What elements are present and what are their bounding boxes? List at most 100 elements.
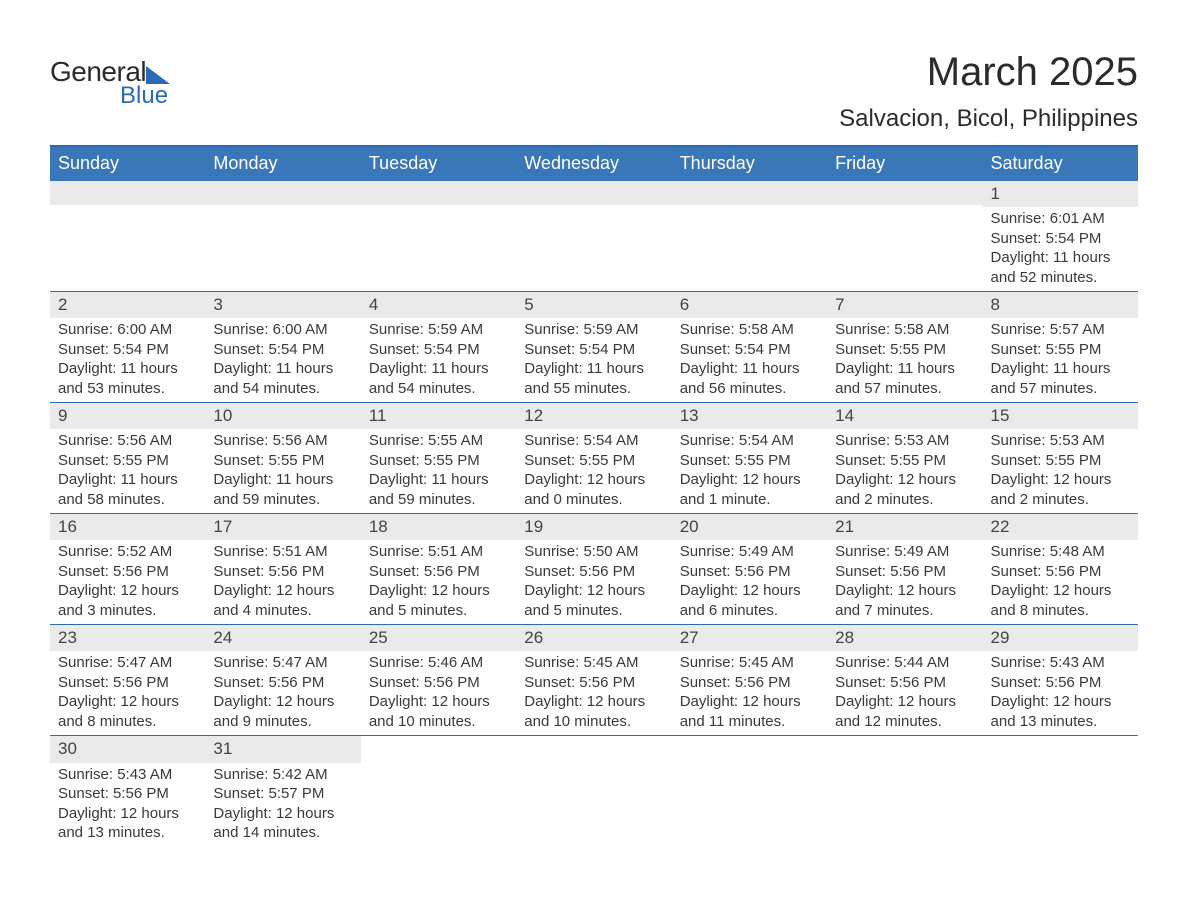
day-number: 21 <box>827 514 982 540</box>
day-sunrise: Sunrise: 5:56 AM <box>58 431 197 451</box>
logo-text-blue: Blue <box>120 82 168 110</box>
day-number: 5 <box>516 292 671 318</box>
weekday-header: Tuesday <box>361 147 516 181</box>
day-daylight1: Daylight: 12 hours <box>991 692 1130 712</box>
day-body: Sunrise: 6:01 AMSunset: 5:54 PMDaylight:… <box>983 207 1138 291</box>
day-sunset: Sunset: 5:56 PM <box>369 673 508 693</box>
day-daylight1: Daylight: 12 hours <box>524 470 663 490</box>
day-daylight2: and 6 minutes. <box>680 601 819 621</box>
day-cell <box>361 181 516 291</box>
day-sunrise: Sunrise: 5:49 AM <box>680 542 819 562</box>
weekday-header: Monday <box>205 147 360 181</box>
day-daylight1: Daylight: 12 hours <box>369 581 508 601</box>
day-number: 1 <box>983 181 1138 207</box>
week-row: 16Sunrise: 5:52 AMSunset: 5:56 PMDayligh… <box>50 514 1138 625</box>
week-row: 9Sunrise: 5:56 AMSunset: 5:55 PMDaylight… <box>50 403 1138 514</box>
day-number <box>50 181 205 205</box>
day-sunset: Sunset: 5:56 PM <box>835 673 974 693</box>
day-number: 27 <box>672 625 827 651</box>
day-sunrise: Sunrise: 5:57 AM <box>991 320 1130 340</box>
day-daylight1: Daylight: 12 hours <box>58 804 197 824</box>
day-cell <box>672 736 827 846</box>
day-number: 22 <box>983 514 1138 540</box>
day-number: 12 <box>516 403 671 429</box>
day-sunrise: Sunrise: 5:58 AM <box>680 320 819 340</box>
day-cell: 22Sunrise: 5:48 AMSunset: 5:56 PMDayligh… <box>983 514 1138 624</box>
weekday-header: Sunday <box>50 147 205 181</box>
day-daylight2: and 5 minutes. <box>369 601 508 621</box>
day-number <box>516 181 671 205</box>
day-body: Sunrise: 5:43 AMSunset: 5:56 PMDaylight:… <box>983 651 1138 735</box>
day-sunset: Sunset: 5:54 PM <box>680 340 819 360</box>
day-sunrise: Sunrise: 5:48 AM <box>991 542 1130 562</box>
day-cell: 2Sunrise: 6:00 AMSunset: 5:54 PMDaylight… <box>50 292 205 402</box>
day-sunset: Sunset: 5:55 PM <box>524 451 663 471</box>
day-cell <box>827 736 982 846</box>
day-number: 25 <box>361 625 516 651</box>
day-sunrise: Sunrise: 5:54 AM <box>524 431 663 451</box>
day-cell: 11Sunrise: 5:55 AMSunset: 5:55 PMDayligh… <box>361 403 516 513</box>
day-sunrise: Sunrise: 5:43 AM <box>58 765 197 785</box>
day-sunrise: Sunrise: 5:42 AM <box>213 765 352 785</box>
day-body: Sunrise: 5:47 AMSunset: 5:56 PMDaylight:… <box>50 651 205 735</box>
day-body: Sunrise: 5:51 AMSunset: 5:56 PMDaylight:… <box>205 540 360 624</box>
day-body <box>672 760 827 766</box>
location-subtitle: Salvacion, Bicol, Philippines <box>839 105 1138 133</box>
day-number: 15 <box>983 403 1138 429</box>
day-cell: 9Sunrise: 5:56 AMSunset: 5:55 PMDaylight… <box>50 403 205 513</box>
day-daylight2: and 54 minutes. <box>369 379 508 399</box>
day-sunset: Sunset: 5:55 PM <box>991 340 1130 360</box>
day-sunrise: Sunrise: 5:47 AM <box>213 653 352 673</box>
day-sunrise: Sunrise: 6:01 AM <box>991 209 1130 229</box>
day-cell: 25Sunrise: 5:46 AMSunset: 5:56 PMDayligh… <box>361 625 516 735</box>
day-number: 13 <box>672 403 827 429</box>
day-number: 26 <box>516 625 671 651</box>
day-sunset: Sunset: 5:54 PM <box>991 229 1130 249</box>
day-daylight2: and 2 minutes. <box>835 490 974 510</box>
day-daylight1: Daylight: 12 hours <box>213 804 352 824</box>
day-sunset: Sunset: 5:56 PM <box>369 562 508 582</box>
day-sunset: Sunset: 5:56 PM <box>58 562 197 582</box>
day-body: Sunrise: 5:59 AMSunset: 5:54 PMDaylight:… <box>361 318 516 402</box>
weekday-header: Saturday <box>983 147 1138 181</box>
day-sunset: Sunset: 5:56 PM <box>524 562 663 582</box>
day-body: Sunrise: 5:56 AMSunset: 5:55 PMDaylight:… <box>50 429 205 513</box>
week-row: 2Sunrise: 6:00 AMSunset: 5:54 PMDaylight… <box>50 292 1138 403</box>
day-cell: 14Sunrise: 5:53 AMSunset: 5:55 PMDayligh… <box>827 403 982 513</box>
day-daylight1: Daylight: 12 hours <box>991 581 1130 601</box>
day-cell <box>361 736 516 846</box>
day-body: Sunrise: 5:54 AMSunset: 5:55 PMDaylight:… <box>672 429 827 513</box>
day-body <box>516 760 671 766</box>
day-sunrise: Sunrise: 5:55 AM <box>369 431 508 451</box>
day-daylight1: Daylight: 12 hours <box>58 692 197 712</box>
day-body: Sunrise: 5:55 AMSunset: 5:55 PMDaylight:… <box>361 429 516 513</box>
day-body <box>361 760 516 766</box>
day-cell: 4Sunrise: 5:59 AMSunset: 5:54 PMDaylight… <box>361 292 516 402</box>
day-daylight1: Daylight: 11 hours <box>369 470 508 490</box>
day-body <box>983 760 1138 766</box>
day-cell: 7Sunrise: 5:58 AMSunset: 5:55 PMDaylight… <box>827 292 982 402</box>
day-number: 19 <box>516 514 671 540</box>
day-daylight2: and 59 minutes. <box>213 490 352 510</box>
weekday-header-row: Sunday Monday Tuesday Wednesday Thursday… <box>50 147 1138 181</box>
day-number: 30 <box>50 736 205 762</box>
day-daylight1: Daylight: 11 hours <box>58 359 197 379</box>
day-cell: 19Sunrise: 5:50 AMSunset: 5:56 PMDayligh… <box>516 514 671 624</box>
day-body: Sunrise: 5:45 AMSunset: 5:56 PMDaylight:… <box>516 651 671 735</box>
day-sunrise: Sunrise: 6:00 AM <box>213 320 352 340</box>
day-body <box>672 205 827 211</box>
day-cell: 31Sunrise: 5:42 AMSunset: 5:57 PMDayligh… <box>205 736 360 846</box>
day-sunset: Sunset: 5:55 PM <box>369 451 508 471</box>
day-daylight2: and 56 minutes. <box>680 379 819 399</box>
day-daylight1: Daylight: 12 hours <box>58 581 197 601</box>
weekday-header: Wednesday <box>516 147 671 181</box>
day-number <box>361 181 516 205</box>
day-number: 3 <box>205 292 360 318</box>
day-daylight1: Daylight: 11 hours <box>991 359 1130 379</box>
day-sunset: Sunset: 5:56 PM <box>835 562 974 582</box>
day-body: Sunrise: 5:52 AMSunset: 5:56 PMDaylight:… <box>50 540 205 624</box>
day-daylight1: Daylight: 12 hours <box>835 692 974 712</box>
day-daylight2: and 8 minutes. <box>58 712 197 732</box>
day-sunset: Sunset: 5:56 PM <box>991 673 1130 693</box>
day-sunrise: Sunrise: 5:46 AM <box>369 653 508 673</box>
